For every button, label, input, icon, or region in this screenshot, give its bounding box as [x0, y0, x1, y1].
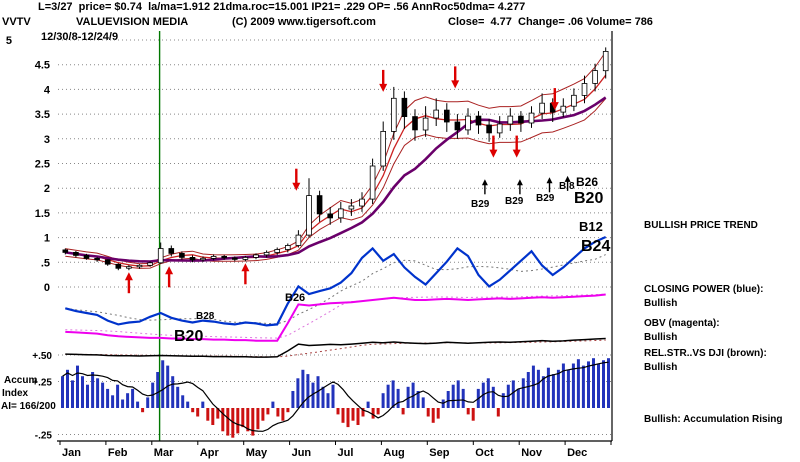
ma-21dma-line: [65, 74, 607, 267]
price-axis-label: 2: [44, 183, 50, 195]
price-axis-label: 3.5: [35, 109, 50, 121]
signal-label: B26: [285, 292, 305, 304]
month-axis-label: Jun: [292, 447, 312, 459]
price-axis-label: 2.5: [35, 159, 50, 171]
month-axis-label: Nov: [521, 447, 543, 459]
signal-label: B24: [581, 238, 610, 255]
price-axis-label: 4.5: [35, 60, 50, 72]
closing-power-ma-line: [65, 254, 606, 325]
upper-band-line: [65, 51, 607, 265]
accumulation-index: [61, 358, 610, 438]
signal-label: B20: [174, 328, 203, 345]
month-axis-label: Jul: [338, 447, 354, 459]
signal-label: B26: [576, 175, 598, 189]
price-axis-label: 0: [44, 282, 50, 294]
ticker-symbol: VVTV: [2, 16, 31, 28]
signal-label: B29: [471, 199, 490, 210]
obv-status: Bullish: [644, 332, 678, 343]
month-axis-label: May: [246, 447, 268, 459]
signal-label: B28: [196, 311, 215, 322]
price-axis-label: 4: [44, 84, 51, 96]
relstr-label: REL.STR..VS DJI (brown):: [644, 348, 767, 359]
signal-label: B20: [574, 190, 603, 207]
accum-label-line1: Accum: [4, 375, 38, 386]
signal-label: B29: [536, 193, 555, 204]
axes: Jan Feb Mar Apr May Jun Jul Aug Sep Oct Nov Dec54.5…: [6, 31, 613, 459]
price-axis-label: 1.5: [35, 208, 50, 220]
closing-power-status: Bullish: [644, 298, 678, 309]
month-axis-label: Sep: [429, 447, 449, 459]
closing-power-line: [65, 235, 607, 327]
month-axis-label: Jan: [62, 447, 81, 459]
company-name: VALUEVISION MEDIA: [76, 16, 189, 28]
relstr-status: Bullish: [644, 362, 678, 373]
signal-label: B 8: [559, 181, 575, 192]
signal-arrows: [124, 66, 571, 294]
obv-line: [65, 293, 606, 342]
obv-ma-line: [65, 293, 606, 339]
month-axis-label: Mar: [154, 447, 174, 459]
ai-axis-label: +.25: [32, 378, 52, 389]
price-trend-status: BULLISH PRICE TREND: [644, 220, 758, 231]
indicator-lines: [65, 235, 607, 358]
ai-ma-line: [62, 361, 609, 432]
price-axis-label: 1: [44, 233, 50, 245]
ma-50dma-line: [65, 96, 607, 263]
price-axis-label: .5: [41, 257, 50, 269]
ai-value-label: AI= 166/200: [1, 401, 56, 412]
signal-label: B12: [579, 219, 603, 234]
copyright-text: (C) 2009 www.tigersoft.com: [232, 16, 376, 28]
signal-label: B29: [505, 196, 524, 207]
moving-averages: [65, 51, 607, 269]
accum-label-line2: Index: [2, 388, 29, 399]
lower-band-line: [65, 98, 607, 269]
obv-label: OBV (magenta):: [644, 318, 720, 329]
price-axis-label: 5: [6, 35, 12, 47]
month-axis-label: Feb: [108, 447, 128, 459]
closing-power-label: CLOSING POWER (blue):: [644, 284, 764, 295]
candlesticks: [62, 47, 609, 271]
accumulation-status: Bullish: Accumulation Rising: [644, 414, 783, 425]
quote-line: Close= 4.77 Change= .06 Volume= 786: [448, 16, 653, 28]
month-axis-label: Oct: [475, 447, 494, 459]
stats-line: L=3/27 price= $0.74 la/ma=1.912 21dma.ro…: [38, 1, 526, 13]
ai-axis-label: +.50: [32, 351, 52, 362]
rel-str-ma-line: [65, 339, 606, 358]
ai-axis-label: -.25: [35, 431, 53, 442]
month-axis-label: Aug: [383, 447, 404, 459]
rel-str-line: [65, 337, 606, 358]
price-axis-label: 3: [44, 134, 50, 146]
month-axis-label: Dec: [567, 447, 587, 459]
month-axis-label: Apr: [200, 447, 220, 459]
